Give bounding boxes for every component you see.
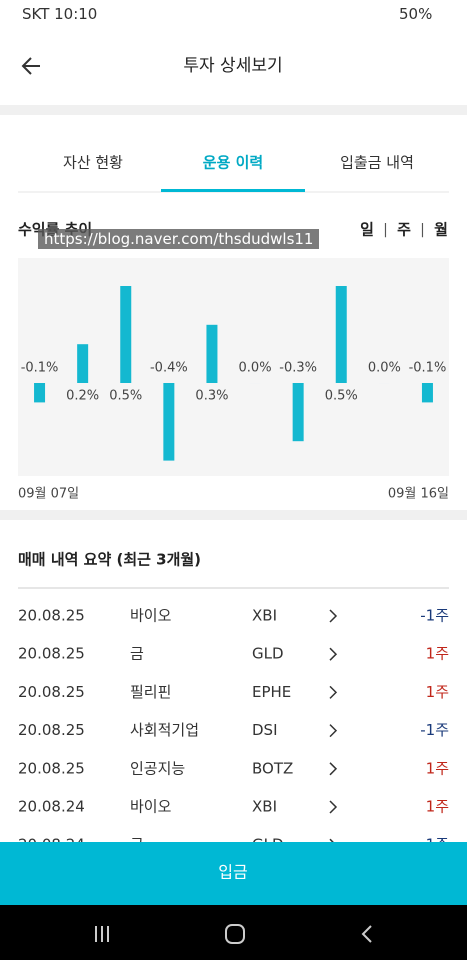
trade-qty: -1주: [420, 607, 449, 625]
separator: [0, 105, 467, 115]
trade-qty: 1주: [426, 683, 449, 701]
nav-bar: [0, 905, 467, 960]
chevron[interactable]: [329, 609, 338, 623]
x-tick-label: 09월 07일: [18, 487, 79, 502]
bar: [421, 383, 433, 403]
trade-name: 바이오: [130, 798, 172, 816]
chevron[interactable]: [329, 762, 338, 776]
section-title: 매매 내역 요약 (최근 3개월): [18, 551, 201, 569]
trade-date: 20.08.25: [18, 683, 85, 701]
nav-back[interactable]: [361, 925, 372, 943]
value-label: -0.3%: [279, 361, 317, 376]
value-label: 0.3%: [195, 389, 228, 404]
trade-name: 금: [130, 645, 144, 663]
chevron[interactable]: [329, 800, 338, 814]
trade-name: 바이오: [130, 607, 172, 625]
trade-qty: 1주: [426, 645, 449, 663]
toggle-sep: |: [383, 222, 388, 238]
bar: [120, 286, 132, 383]
trade-date: 20.08.25: [18, 645, 85, 663]
trade-date: 20.08.24: [18, 798, 85, 816]
trade-date: 20.08.25: [18, 759, 85, 777]
back-arrow[interactable]: [21, 57, 40, 75]
chevron[interactable]: [329, 647, 338, 661]
tab-underline: [161, 189, 305, 192]
trade-ticker: BOTZ: [252, 759, 293, 777]
tab[interactable]: 운용 이력: [203, 154, 263, 172]
value-label: -0.4%: [150, 361, 188, 376]
value-label: 0.0%: [368, 361, 401, 376]
trade-ticker: GLD: [252, 645, 284, 663]
trade-ticker: XBI: [252, 607, 277, 625]
watermark: https://blog.naver.com/thsdudwls11: [38, 229, 320, 249]
trade-name: 필리핀: [130, 683, 171, 701]
bar: [206, 324, 218, 383]
separator: [0, 510, 467, 520]
bar: [163, 383, 175, 461]
value-label: 0.2%: [66, 389, 99, 404]
trade-ticker: DSI: [252, 721, 278, 739]
trade-qty: -1주: [420, 721, 449, 739]
value-label: 0.5%: [325, 389, 358, 404]
trade-name: 인공지능: [130, 759, 185, 777]
tab[interactable]: 입출금 내역: [340, 154, 414, 172]
status-left: SKT 10:10: [22, 5, 98, 23]
period-option[interactable]: 월: [434, 221, 448, 239]
trade-ticker: XBI: [252, 798, 277, 816]
value-label: 0.0%: [239, 361, 272, 376]
deposit-button[interactable]: [0, 842, 467, 905]
tab[interactable]: 자산 현황: [63, 154, 123, 172]
x-tick-label: 09월 16일: [388, 487, 449, 502]
value-label: -0.1%: [21, 361, 59, 376]
trade-qty: 1주: [426, 759, 449, 777]
period-option[interactable]: 일: [360, 221, 374, 239]
nav-recent[interactable]: [95, 926, 109, 942]
chevron[interactable]: [329, 685, 338, 699]
bar: [77, 344, 89, 383]
chevron[interactable]: [329, 724, 338, 738]
nav-home[interactable]: [225, 924, 245, 944]
trade-qty: 1주: [426, 798, 449, 816]
period-option[interactable]: 주: [397, 221, 411, 239]
chart-area: [18, 258, 449, 476]
trade-date: 20.08.25: [18, 607, 85, 625]
toggle-sep: |: [420, 222, 425, 238]
bar: [335, 286, 347, 383]
bar: [34, 383, 46, 403]
bar: [292, 383, 304, 442]
value-label: 0.5%: [109, 389, 142, 404]
battery: 50%: [399, 5, 433, 23]
page-title: 투자 상세보기: [183, 56, 282, 76]
value-label: -0.1%: [409, 361, 447, 376]
trade-ticker: EPHE: [252, 683, 291, 701]
trade-date: 20.08.25: [18, 721, 85, 739]
trade-name: 사회적기업: [130, 721, 199, 739]
deposit-label: 입금: [218, 863, 247, 882]
